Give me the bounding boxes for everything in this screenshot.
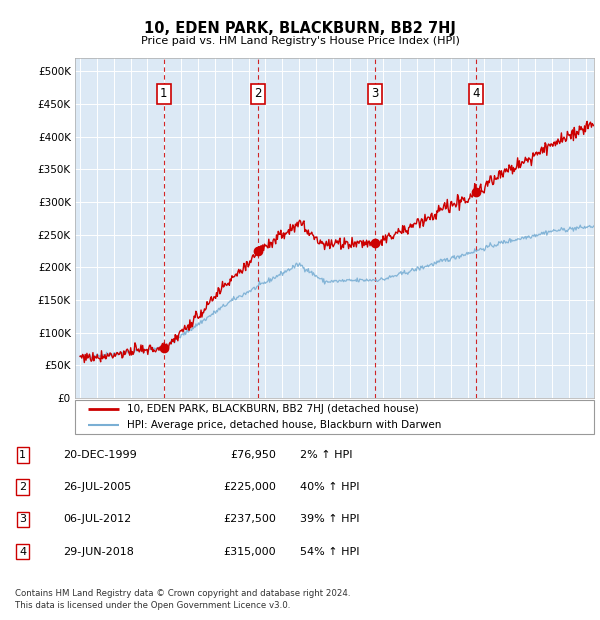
Text: £76,950: £76,950: [230, 450, 276, 460]
Text: 2: 2: [254, 87, 262, 100]
Text: 10, EDEN PARK, BLACKBURN, BB2 7HJ (detached house): 10, EDEN PARK, BLACKBURN, BB2 7HJ (detac…: [127, 404, 419, 414]
Text: 39% ↑ HPI: 39% ↑ HPI: [300, 515, 359, 525]
Text: 06-JUL-2012: 06-JUL-2012: [63, 515, 131, 525]
Text: 1: 1: [160, 87, 167, 100]
Text: 20-DEC-1999: 20-DEC-1999: [63, 450, 137, 460]
Text: HPI: Average price, detached house, Blackburn with Darwen: HPI: Average price, detached house, Blac…: [127, 420, 441, 430]
Text: Contains HM Land Registry data © Crown copyright and database right 2024.: Contains HM Land Registry data © Crown c…: [15, 589, 350, 598]
Text: 2% ↑ HPI: 2% ↑ HPI: [300, 450, 353, 460]
Text: £315,000: £315,000: [223, 547, 276, 557]
Text: 10, EDEN PARK, BLACKBURN, BB2 7HJ: 10, EDEN PARK, BLACKBURN, BB2 7HJ: [144, 21, 456, 36]
Text: 3: 3: [19, 515, 26, 525]
Text: 29-JUN-2018: 29-JUN-2018: [63, 547, 134, 557]
Text: 4: 4: [472, 87, 479, 100]
Text: 1: 1: [19, 450, 26, 460]
Text: £225,000: £225,000: [223, 482, 276, 492]
Text: Price paid vs. HM Land Registry's House Price Index (HPI): Price paid vs. HM Land Registry's House …: [140, 36, 460, 46]
FancyBboxPatch shape: [75, 400, 594, 434]
Text: 54% ↑ HPI: 54% ↑ HPI: [300, 547, 359, 557]
Text: 3: 3: [371, 87, 379, 100]
Text: This data is licensed under the Open Government Licence v3.0.: This data is licensed under the Open Gov…: [15, 601, 290, 611]
Text: £237,500: £237,500: [223, 515, 276, 525]
Text: 2: 2: [19, 482, 26, 492]
Text: 4: 4: [19, 547, 26, 557]
Text: 26-JUL-2005: 26-JUL-2005: [63, 482, 131, 492]
Text: 40% ↑ HPI: 40% ↑ HPI: [300, 482, 359, 492]
